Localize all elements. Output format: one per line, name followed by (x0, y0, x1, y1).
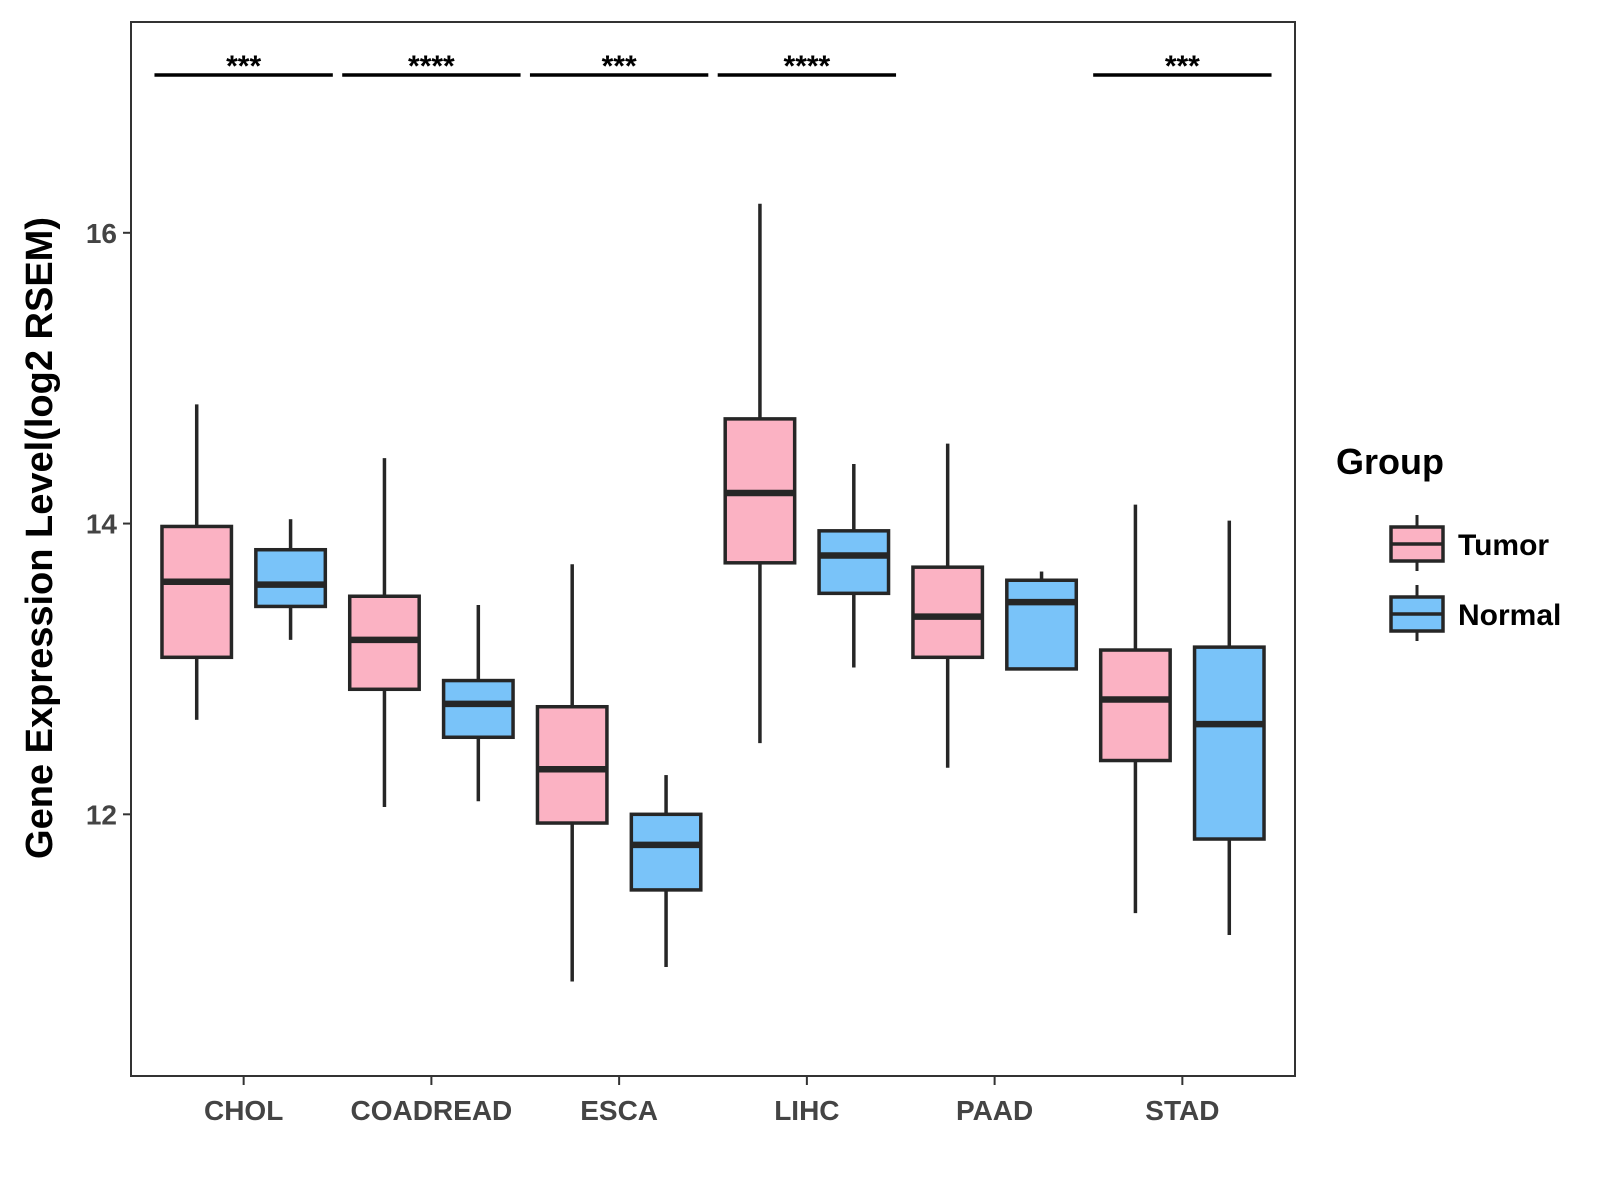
legend-label-tumor: Tumor (1458, 529, 1549, 562)
box-normal-stad (1192, 520, 1266, 935)
box-body-normal-lihc (817, 529, 891, 596)
box-tumor-lihc (723, 203, 797, 744)
box-tumor-paad (911, 443, 985, 768)
box-body-tumor-stad (1098, 648, 1172, 763)
box-body-normal-stad (1192, 645, 1266, 841)
legend-label-normal: Normal (1458, 599, 1561, 632)
box-body-normal-chol (254, 547, 328, 609)
x-tick-label-paad: PAAD (956, 1095, 1033, 1126)
legend-item-tumor: Tumor (1389, 515, 1549, 571)
y-tick-label-12: 12 (86, 799, 117, 830)
significance-label-lihc: **** (784, 50, 831, 83)
box-normal-chol (254, 519, 328, 640)
y-tick-label-16: 16 (86, 218, 117, 249)
significance-label-chol: *** (226, 50, 261, 83)
box-body-normal-esca (629, 812, 703, 892)
significance-label-stad: *** (1165, 50, 1200, 83)
box-body-tumor-esca (535, 704, 609, 825)
box-normal-paad (1005, 571, 1079, 671)
box-tumor-chol (160, 404, 234, 720)
plot-panel-border (130, 21, 1296, 1077)
box-tumor-stad (1098, 504, 1172, 914)
x-tick-label-lihc: LIHC (774, 1095, 839, 1126)
x-tick-label-coadread: COADREAD (350, 1095, 512, 1126)
x-tick-label-stad: STAD (1145, 1095, 1219, 1126)
x-tick-label-chol: CHOL (204, 1095, 283, 1126)
box-body-normal-paad (1005, 578, 1079, 671)
box-normal-esca (629, 775, 703, 967)
box-normal-coadread (441, 604, 515, 802)
box-body-normal-coadread (441, 678, 515, 740)
legend: Group Tumor Normal (1336, 441, 1561, 641)
legend-item-normal: Normal (1389, 585, 1561, 641)
x-tick-label-esca: ESCA (580, 1095, 658, 1126)
y-tick-label-14: 14 (86, 509, 118, 540)
box-body-tumor-chol (160, 524, 234, 660)
box-tumor-esca (535, 564, 609, 982)
significance-label-coadread: **** (408, 50, 455, 83)
box-body-tumor-paad (911, 565, 985, 660)
box-normal-lihc (817, 463, 891, 668)
y-axis-title: Gene Expression Level(log2 RSEM) (19, 217, 61, 859)
significance-label-esca: *** (602, 50, 637, 83)
legend-title: Group (1336, 441, 1444, 482)
box-tumor-coadread (347, 458, 421, 808)
